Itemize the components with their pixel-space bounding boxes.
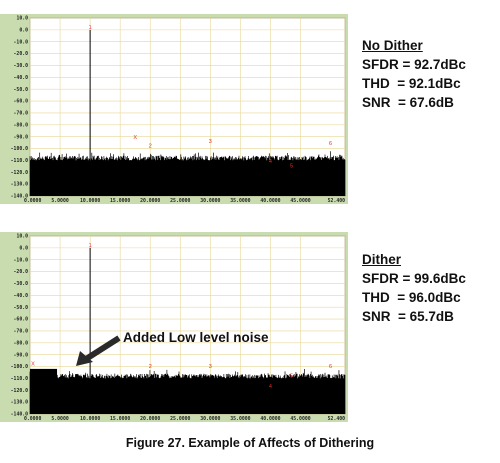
y-tick-label: 10.0 [16,16,28,22]
y-tick-label: -60.0 [14,317,29,323]
y-tick-label: -20.0 [14,51,29,57]
x-tick-label: 40.0000 [260,416,280,422]
snr-value: SNR = 65.7dB [362,309,454,324]
thd-value: THD = 92.1dBc [362,76,461,91]
y-tick-label: -10.0 [14,39,29,45]
info-dither: Dither SFDR = 99.6dBc THD = 96.0dBc SNR … [362,250,466,326]
harmonic-marker: 5 [290,164,293,170]
y-tick-label: -10.0 [14,257,29,263]
x-tick-label: 15.0000 [110,416,130,422]
spectrum-chart-no-dither: 10.0 0.0 -10.0 -20.0 -30.0 -40.0 -50.0 -60.0 -70… [0,14,348,204]
x-tick-label: 52.400 [328,198,345,204]
y-tick-label: -40.0 [14,75,29,81]
x-tick-label: 5.0000 [51,198,68,204]
sfdr-value: SFDR = 99.6dBc [362,271,466,286]
y-tick-label: -130.0 [11,182,28,188]
x-tick-label: 20.0000 [140,198,160,204]
x-tick-label: 40.0000 [260,198,280,204]
added-noise-band [30,368,58,414]
y-tick-label: -140.0 [11,412,28,418]
harmonic-marker: 2 [149,144,152,150]
spectrum-plot-dither: 10.0 0.0 -10.0 -20.0 -30.0 -40.0 -50.0 -60.0 -70… [0,232,348,422]
y-tick-label: -140.0 [11,194,28,200]
y-tick-label: 10.0 [16,234,28,240]
x-tick-label: 25.0000 [170,416,190,422]
y-tick-label: -60.0 [14,99,29,105]
figure-caption: Figure 27. Example of Affects of Ditheri… [125,436,375,450]
annotation-label: Added Low level noise [123,330,269,345]
x-tick-label: 0.0000 [24,416,41,422]
harmonic-marker: 5 [290,373,293,379]
x-tick-label: 30.0000 [200,416,220,422]
sfdr-value: SFDR = 92.7dBc [362,57,466,72]
y-tick-label: -130.0 [11,400,28,406]
harmonic-marker: 1 [89,25,92,31]
harmonic-marker: X [133,135,137,141]
harmonic-marker: 6 [329,364,332,370]
x-tick-label: 35.0000 [230,416,250,422]
y-tick-label: -80.0 [14,340,29,346]
y-tick-label: -90.0 [14,134,29,140]
info-heading: Dither [362,252,402,267]
y-tick-label: -110.0 [11,158,28,164]
y-tick-label: -110.0 [11,376,28,382]
harmonic-marker: X [31,362,35,368]
harmonic-marker: 3 [209,139,212,145]
snr-value: SNR = 67.6dB [362,95,454,110]
y-tick-label: -30.0 [14,63,29,69]
x-tick-label: 25.0000 [170,198,190,204]
harmonic-marker: 6 [329,141,332,147]
x-tick-label: 30.0000 [200,198,220,204]
y-tick-label: 0.0 [19,27,28,33]
y-tick-label: -90.0 [14,352,29,358]
x-tick-label: 10.0000 [80,416,100,422]
x-tick-label: 10.0000 [80,198,100,204]
y-tick-label: -50.0 [14,87,29,93]
info-no-dither: No Dither SFDR = 92.7dBc THD = 92.1dBc S… [362,36,466,112]
harmonic-marker: 3 [209,364,212,370]
noise-floor-trace [29,151,346,196]
harmonic-marker: 1 [89,243,92,249]
x-tick-label: 20.0000 [140,416,160,422]
y-tick-label: -100.0 [11,146,28,152]
y-tick-label: -40.0 [14,293,29,299]
x-tick-label: 45.0000 [290,416,310,422]
y-tick-label: 0.0 [19,245,28,251]
y-tick-label: -80.0 [14,122,29,128]
harmonic-marker: 4 [269,159,272,165]
y-tick-label: -100.0 [11,364,28,370]
x-tick-label: 52.400 [328,416,345,422]
y-tick-label: -50.0 [14,305,29,311]
y-tick-label: -70.0 [14,329,29,335]
harmonic-marker: 4 [269,384,272,390]
y-tick-label: -120.0 [11,170,28,176]
spectrum-plot-no-dither: 10.0 0.0 -10.0 -20.0 -30.0 -40.0 -50.0 -60.0 -70… [0,14,348,204]
x-tick-label: 15.0000 [110,198,130,204]
y-tick-label: -20.0 [14,269,29,275]
x-tick-label: 5.0000 [51,416,68,422]
y-tick-label: -30.0 [14,281,29,287]
x-tick-label: 0.0000 [24,198,41,204]
info-heading: No Dither [362,38,423,53]
spectrum-chart-dither: 10.0 0.0 -10.0 -20.0 -30.0 -40.0 -50.0 -60.0 -70… [0,232,348,422]
y-tick-label: -120.0 [11,388,28,394]
thd-value: THD = 96.0dBc [362,290,461,305]
y-tick-label: -70.0 [14,111,29,117]
harmonic-marker: 2 [149,364,152,370]
x-tick-label: 35.0000 [230,198,250,204]
x-tick-label: 45.0000 [290,198,310,204]
